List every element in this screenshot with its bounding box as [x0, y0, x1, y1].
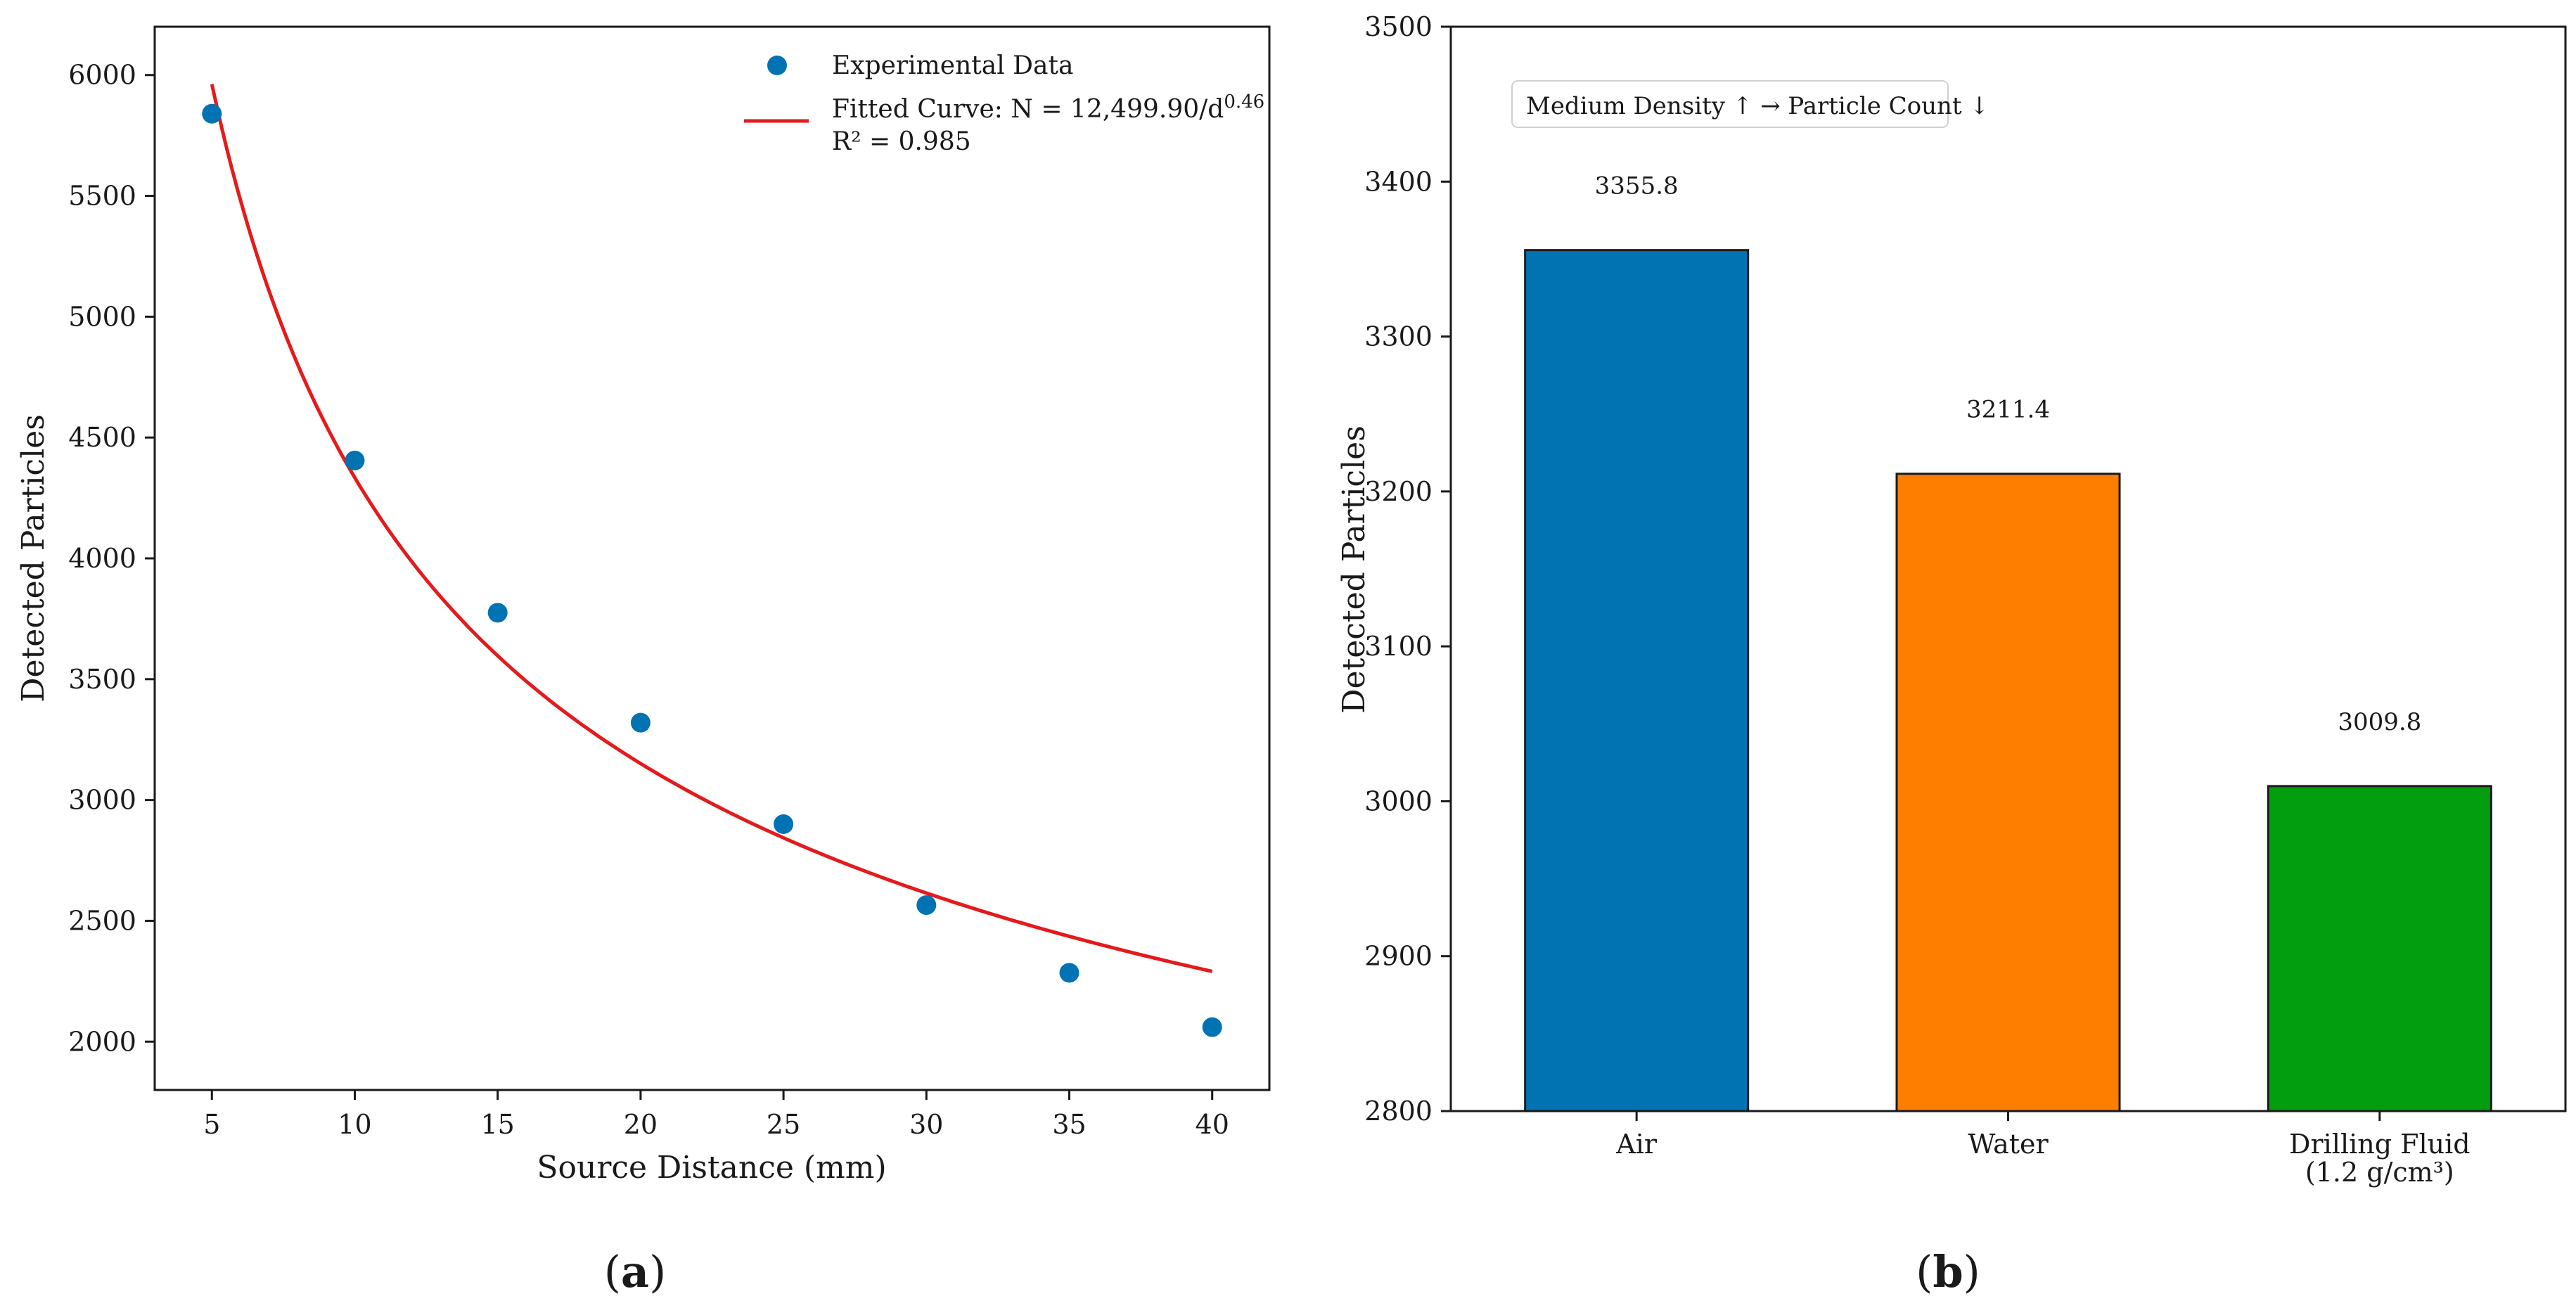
data-point	[1202, 1017, 1222, 1037]
bar	[2267, 785, 2492, 1112]
legend-fit-formula: Fitted Curve: N = 12,499.90/d	[832, 95, 1224, 124]
panel-b-y-ticks: 2800 2900 3000 3100 3200 3300 3400 3500	[1364, 11, 1451, 1127]
x-tick-label: 40	[1196, 1109, 1229, 1140]
x-tick-label: 25	[767, 1109, 800, 1140]
panel-a-x-ticks: 5 10 15 20 25 30 35 40	[203, 1090, 1229, 1140]
panel-b-letter: b	[1933, 1246, 1963, 1297]
x-tick-label: 15	[481, 1109, 515, 1140]
y-tick-label: 2900	[1364, 941, 1433, 972]
panel-a: 5 10 15 20 25 30 35 40 2000 2500 3000 3500 4000 4500…	[15, 25, 1271, 1297]
y-tick-label: 2000	[68, 1026, 136, 1057]
data-point	[630, 712, 651, 733]
x-tick-label: Drilling Fluid (1.2 g/cm³)	[2289, 1129, 2471, 1188]
fitted-curve-line	[210, 84, 1213, 973]
panel-b-x-ticks: Air Water Drilling Fluid (1.2 g/cm³)	[1615, 1111, 2471, 1188]
data-point	[487, 603, 508, 623]
y-tick-label: 3500	[68, 664, 136, 695]
legend-r-squared: R² = 0.985	[832, 127, 971, 156]
data-point	[774, 814, 794, 834]
x-tick-label: 20	[624, 1109, 658, 1140]
panel-a-legend: Experimental Data Fitted Curve: N = 12,4…	[744, 51, 1264, 156]
legend-scatter-marker	[767, 56, 787, 75]
legend-fit-exponent: 0.46	[1224, 91, 1264, 113]
bar-value-labels: 3355.8 3211.4 3009.8	[1595, 172, 2422, 736]
legend-fit-label: Fitted Curve: N = 12,499.90/d0.46	[832, 91, 1264, 124]
x-tick-label-line1: Water	[1968, 1129, 2049, 1160]
scatter-points	[202, 103, 1222, 1037]
y-tick-label: 3000	[1364, 785, 1433, 816]
x-tick-label: 5	[203, 1109, 220, 1140]
panel-a-plot-frame	[153, 25, 1271, 1091]
y-tick-label: 3500	[1364, 11, 1433, 42]
data-point	[345, 450, 365, 470]
annotation-box	[1511, 80, 1949, 128]
panel-b-label: (b)	[1916, 1246, 1980, 1297]
bars	[1524, 249, 2492, 1112]
y-tick-label: 4000	[68, 543, 136, 574]
y-tick-label: 2500	[68, 905, 136, 936]
y-tick-label: 3400	[1364, 166, 1433, 197]
x-tick-label-line2: (1.2 g/cm³)	[2305, 1157, 2454, 1188]
panel-a-y-ticks: 2000 2500 3000 3500 4000 4500 5000 5500 6000	[68, 60, 155, 1057]
panel-b: 2800 2900 3000 3100 3200 3300 3400 3500 Air Wate…	[1336, 11, 2567, 1297]
bar	[1895, 473, 2121, 1112]
data-point	[916, 895, 937, 916]
bar-value-label: 3355.8	[1595, 172, 1679, 200]
y-tick-label: 4500	[68, 422, 136, 453]
x-tick-label: Water	[1968, 1129, 2049, 1160]
y-tick-label: 3300	[1364, 321, 1433, 352]
panel-a-label: (a)	[604, 1246, 667, 1297]
x-tick-label: 35	[1052, 1109, 1086, 1140]
panel-a-y-axis-label: Detected Particles	[15, 414, 51, 703]
x-tick-label-line1: Air	[1615, 1129, 1658, 1160]
density-annotation: Medium Density ↑ → Particle Count ↓	[1511, 80, 1989, 128]
panel-a-letter: a	[621, 1246, 649, 1297]
y-tick-label: 5500	[68, 181, 136, 212]
y-tick-label: 3000	[68, 785, 136, 816]
y-tick-label: 2800	[1364, 1096, 1433, 1127]
y-tick-label: 5000	[68, 301, 136, 332]
panel-b-y-axis-label: Detected Particles	[1336, 425, 1372, 714]
x-tick-label: 30	[909, 1109, 943, 1140]
x-tick-label-line1: Drilling Fluid	[2289, 1129, 2471, 1160]
data-point	[1059, 963, 1079, 983]
x-tick-label: 10	[338, 1109, 371, 1140]
x-tick-label: Air	[1615, 1129, 1658, 1160]
y-tick-label: 6000	[68, 60, 136, 91]
bar	[1524, 249, 1750, 1112]
legend-scatter-label: Experimental Data	[832, 51, 1073, 80]
y-tick-label: 3100	[1364, 631, 1433, 662]
y-tick-label: 3200	[1364, 476, 1433, 507]
bar-value-label: 3009.8	[2338, 708, 2421, 736]
data-point	[202, 103, 222, 124]
panel-a-x-axis-label: Source Distance (mm)	[537, 1150, 886, 1186]
annotation-text: Medium Density ↑ → Particle Count ↓	[1526, 92, 1989, 120]
bar-value-label: 3211.4	[1966, 396, 2050, 424]
